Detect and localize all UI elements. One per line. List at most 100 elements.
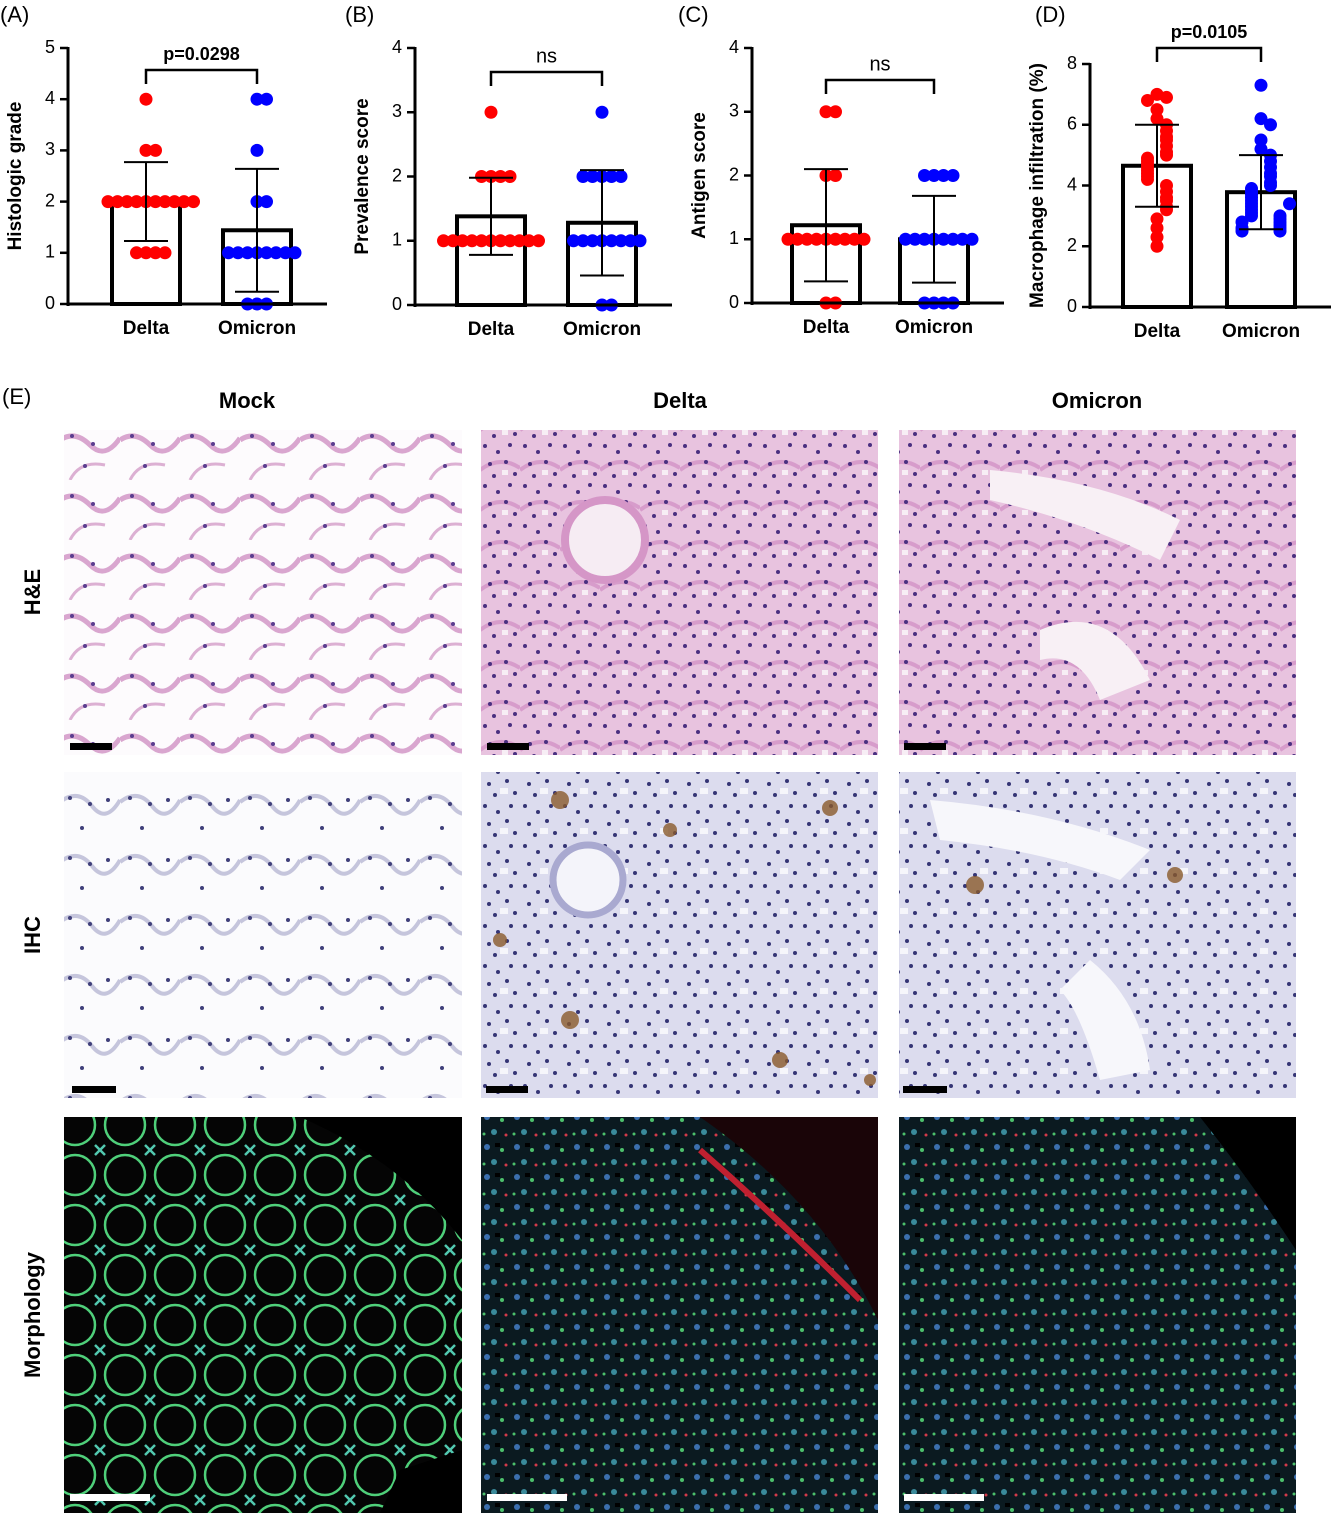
- data-point: [1150, 112, 1164, 126]
- data-point: [130, 195, 143, 209]
- y-tick-label: 4: [1067, 174, 1077, 194]
- data-point: [1141, 93, 1154, 107]
- panel-label: (E): [2, 384, 31, 409]
- data-point: [838, 232, 852, 246]
- y-tick-label: 4: [392, 37, 402, 57]
- data-point: [937, 232, 950, 246]
- column-label: Omicron: [1052, 388, 1142, 413]
- stain: [966, 867, 1183, 894]
- annotation: p=0.0298: [163, 44, 240, 64]
- data-point: [139, 246, 153, 260]
- data-point: [595, 105, 609, 119]
- data-point: [177, 195, 191, 209]
- data-point: [614, 234, 628, 248]
- data-point: [567, 234, 580, 248]
- data-point: [781, 232, 795, 246]
- micrographs: [64, 430, 1296, 1513]
- data-point: [1150, 103, 1164, 117]
- data-point: [908, 232, 922, 246]
- panel-label: (C): [678, 2, 709, 27]
- data-point: [937, 169, 950, 182]
- data-point: [605, 170, 618, 183]
- data-point: [633, 234, 647, 248]
- annotation: p=0.0105: [1171, 22, 1248, 42]
- x-tick-label: Delta: [468, 319, 515, 340]
- data-point: [791, 232, 804, 246]
- vessel: [561, 496, 649, 584]
- data-point: [1245, 209, 1258, 223]
- image-morphology-omicron: [899, 1117, 1296, 1513]
- data-point: [456, 234, 469, 248]
- data-point: [260, 195, 273, 209]
- column-label: Delta: [653, 388, 708, 413]
- significance-bracket: [489, 70, 604, 86]
- data-point: [1160, 148, 1173, 162]
- significance-bracket: [824, 78, 936, 94]
- x-tick-label: Omicron: [895, 317, 973, 338]
- column-label: Mock: [219, 388, 276, 413]
- data-point: [927, 169, 941, 182]
- y-tick-label: 6: [1067, 114, 1077, 134]
- row-label: Morphology: [20, 1251, 45, 1378]
- y-tick-label: 1: [45, 242, 55, 262]
- data-point: [168, 195, 181, 209]
- data-point: [494, 170, 507, 183]
- data-point: [1283, 197, 1296, 211]
- data-point: [810, 232, 823, 246]
- data-point: [1150, 230, 1164, 244]
- data-point: [475, 234, 488, 248]
- data-point: [1254, 78, 1268, 92]
- airspace: [930, 800, 1150, 1080]
- data-point: [149, 246, 162, 260]
- data-point: [149, 143, 162, 157]
- data-point: [475, 170, 488, 183]
- data-point: [250, 92, 264, 106]
- data-point: [1150, 221, 1164, 235]
- significance-bracket: [144, 68, 259, 84]
- data-point: [260, 246, 273, 260]
- x-tick-label: Delta: [1134, 321, 1181, 342]
- data-point: [586, 234, 599, 248]
- data-point: [1264, 118, 1277, 132]
- image-he-mock: [64, 430, 462, 755]
- data-point: [614, 170, 628, 183]
- data-point: [494, 234, 507, 248]
- data-point: [1273, 224, 1287, 238]
- y-tick-label: 0: [1067, 296, 1077, 316]
- data-point: [1235, 224, 1249, 238]
- y-axis-label: Histologic grade: [5, 102, 26, 251]
- scale-bars: [70, 743, 984, 1501]
- y-tick-label: 3: [45, 139, 55, 159]
- data-point: [1160, 203, 1173, 217]
- vessel: [549, 841, 627, 919]
- data-point: [187, 195, 200, 209]
- data-point: [139, 143, 153, 157]
- data-point: [446, 234, 460, 248]
- data-point: [484, 105, 498, 119]
- image-he-omicron: [899, 430, 1296, 755]
- data-point: [139, 92, 153, 106]
- image-ihc-delta: [481, 772, 878, 1098]
- significance-bracket: [1155, 46, 1263, 62]
- background: [300, 1117, 462, 1513]
- y-tick-label: 4: [729, 37, 739, 57]
- x-tick-label: Omicron: [1222, 321, 1300, 342]
- data-point: [437, 234, 450, 248]
- data-point: [624, 234, 637, 248]
- data-point: [241, 246, 254, 260]
- y-tick-label: 4: [45, 88, 55, 108]
- y-tick-label: 5: [45, 37, 55, 57]
- background: [1200, 1117, 1296, 1250]
- data-point: [484, 170, 498, 183]
- data-point: [149, 195, 162, 209]
- y-tick-label: 2: [392, 165, 402, 185]
- data-point: [158, 195, 172, 209]
- panel-label: (A): [0, 2, 29, 27]
- x-tick-label: Omicron: [563, 319, 641, 340]
- x-tick-label: Omicron: [218, 318, 296, 339]
- y-tick-label: 0: [45, 293, 55, 313]
- y-axis-label: Prevalence score: [352, 98, 373, 254]
- image-ihc-mock: [64, 772, 462, 1098]
- data-point: [829, 105, 842, 119]
